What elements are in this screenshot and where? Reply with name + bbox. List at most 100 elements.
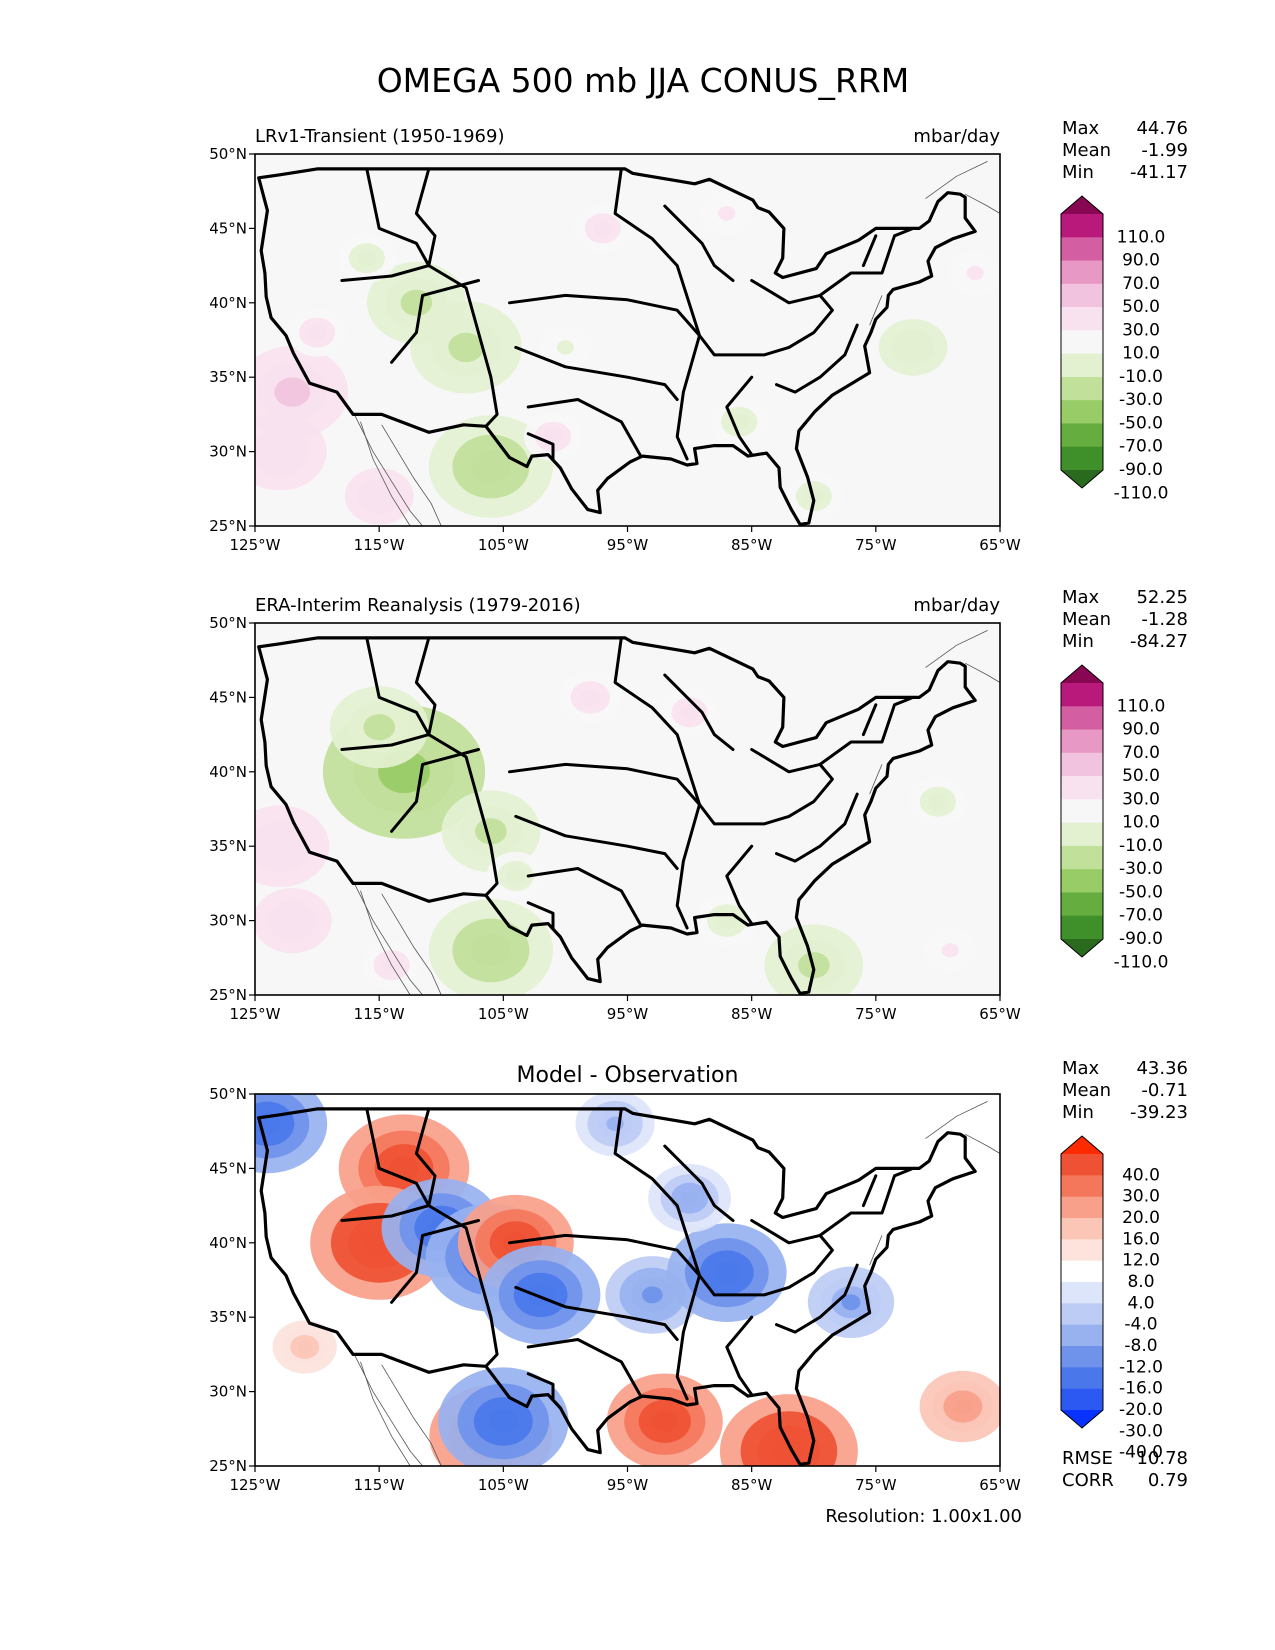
basin-boundary [414,1107,480,1275]
x-tick-label: 95°W [607,1005,649,1023]
basin-boundary [390,748,480,833]
colorbar-tick-label: 30.0 [1122,1187,1160,1207]
colorbar-tick-label: -70.0 [1119,906,1163,926]
basin-boundary [390,1219,480,1304]
map-panel-2: 125°W 115°W 105°W 95°W 85°W 75°W 65°W 50°N 45°N 4… [209,587,1188,1023]
y-tick-label: 40°N [209,763,247,781]
field-blob [471,450,511,483]
colorbar-segment [1061,1388,1103,1411]
colorbar-segment [1061,683,1103,707]
colorbar-tick-label: 90.0 [1122,251,1160,271]
panel-title: ERA-Interim Reanalysis (1979-2016) [255,595,581,616]
colorbar-extend-max [1061,196,1103,214]
colorbar-segment [1061,376,1103,401]
basin-boundary [526,901,555,930]
stat-label-rmse: RMSE [1062,1448,1113,1469]
basin-boundary [508,1233,701,1277]
colorbar-segment [1061,892,1103,917]
y-tick-label: 30°N [209,1383,247,1401]
basin-boundary [698,1219,834,1297]
x-tick-label: 95°W [607,536,649,554]
basin-boundary [477,331,499,428]
colorbar-segment [1061,1282,1103,1304]
colorbar-segment [1061,260,1103,285]
field-blob [941,943,959,958]
colorbar-segment [1061,752,1103,777]
basin-boundary [514,345,679,401]
field-blob [716,912,737,929]
basin-boundary [663,673,735,751]
conus-outline [257,1107,977,1466]
field-blob [841,1294,861,1311]
coastline [925,630,988,668]
basin-boundary [414,167,480,335]
x-tick-label: 115°W [354,1005,405,1023]
x-tick-label: 105°W [478,1476,529,1494]
y-tick-label: 30°N [209,912,247,930]
field-blob [264,833,296,860]
basin-boundary [818,1166,915,1237]
basin-boundary [365,167,431,268]
field-blob [652,1410,678,1432]
colorbar-tick-label: -12.0 [1119,1357,1163,1377]
colorbar-tick-label: 30.0 [1122,320,1160,340]
colorbar-tick-label: -40.0 [1119,1443,1163,1463]
panel-title: Model - Observation [517,1063,739,1088]
colorbar-tick-label: -10.0 [1119,367,1163,387]
basin-boundary [526,1372,555,1401]
field-blob [902,338,925,357]
coastline [925,161,988,199]
basin-boundary [477,1271,499,1368]
colorbar-segment [1061,1196,1103,1219]
colorbar-extend-min [1061,939,1103,957]
basin-boundary [390,279,480,364]
field-blob [368,487,391,506]
colorbar-tick-label: 8.0 [1127,1272,1154,1292]
stat-value-min: -39.23 [1130,1102,1188,1123]
colorbar-extend-max [1061,1136,1103,1154]
basin-boundary [725,844,754,926]
field-contours [255,191,1000,525]
basin-boundary [340,264,431,282]
coastline [965,662,1000,683]
x-tick-label: 75°W [855,1476,897,1494]
colorbar-outline [1060,1135,1104,1429]
y-tick-label: 40°N [209,294,247,312]
colorbar-extend-max [1061,665,1103,683]
x-tick-label: 85°W [731,1005,773,1023]
colorbar-tick-label: 12.0 [1122,1251,1160,1271]
colorbar-tick-label: -8.0 [1124,1336,1157,1356]
basin-boundary [526,432,555,461]
colorbar-segment [1061,1367,1103,1390]
y-tick-label: 50°N [209,145,247,163]
colorbar-outline [1060,195,1104,489]
colorbar-tick-label: -110.0 [1114,483,1169,503]
y-tick-label: 25°N [209,986,247,1004]
field-blob [713,1261,740,1284]
colorbar-tick-label: 20.0 [1122,1208,1160,1228]
x-tick-label: 75°W [855,1005,897,1023]
panel-units: mbar/day [913,595,1000,616]
colorbar-segment [1061,307,1103,331]
conus-outline [257,636,977,995]
field-blob [448,332,484,363]
basin-boundary [365,636,431,737]
field-blob [274,377,311,407]
field-blob [966,265,984,281]
stat-label-max: Max [1062,587,1100,608]
stat-value-max: 44.76 [1136,118,1188,139]
colorbar-tick-label: -30.0 [1119,1421,1163,1441]
colorbar-tick-label: 10.0 [1122,813,1160,833]
colorbar-tick-label: 110.0 [1117,227,1166,247]
panel-units: mbar/day [913,126,1000,147]
colorbar-tick-label: -4.0 [1124,1315,1157,1335]
y-tick-label: 25°N [209,517,247,535]
field-blob [953,1398,973,1415]
colorbar-segment [1061,915,1103,940]
basin-boundary [414,636,480,804]
field-blob [680,1190,699,1206]
basin-boundary [613,1107,701,1401]
y-tick-label: 45°N [209,219,247,237]
colorbar-segment [1061,423,1103,448]
field-blob [363,714,396,741]
